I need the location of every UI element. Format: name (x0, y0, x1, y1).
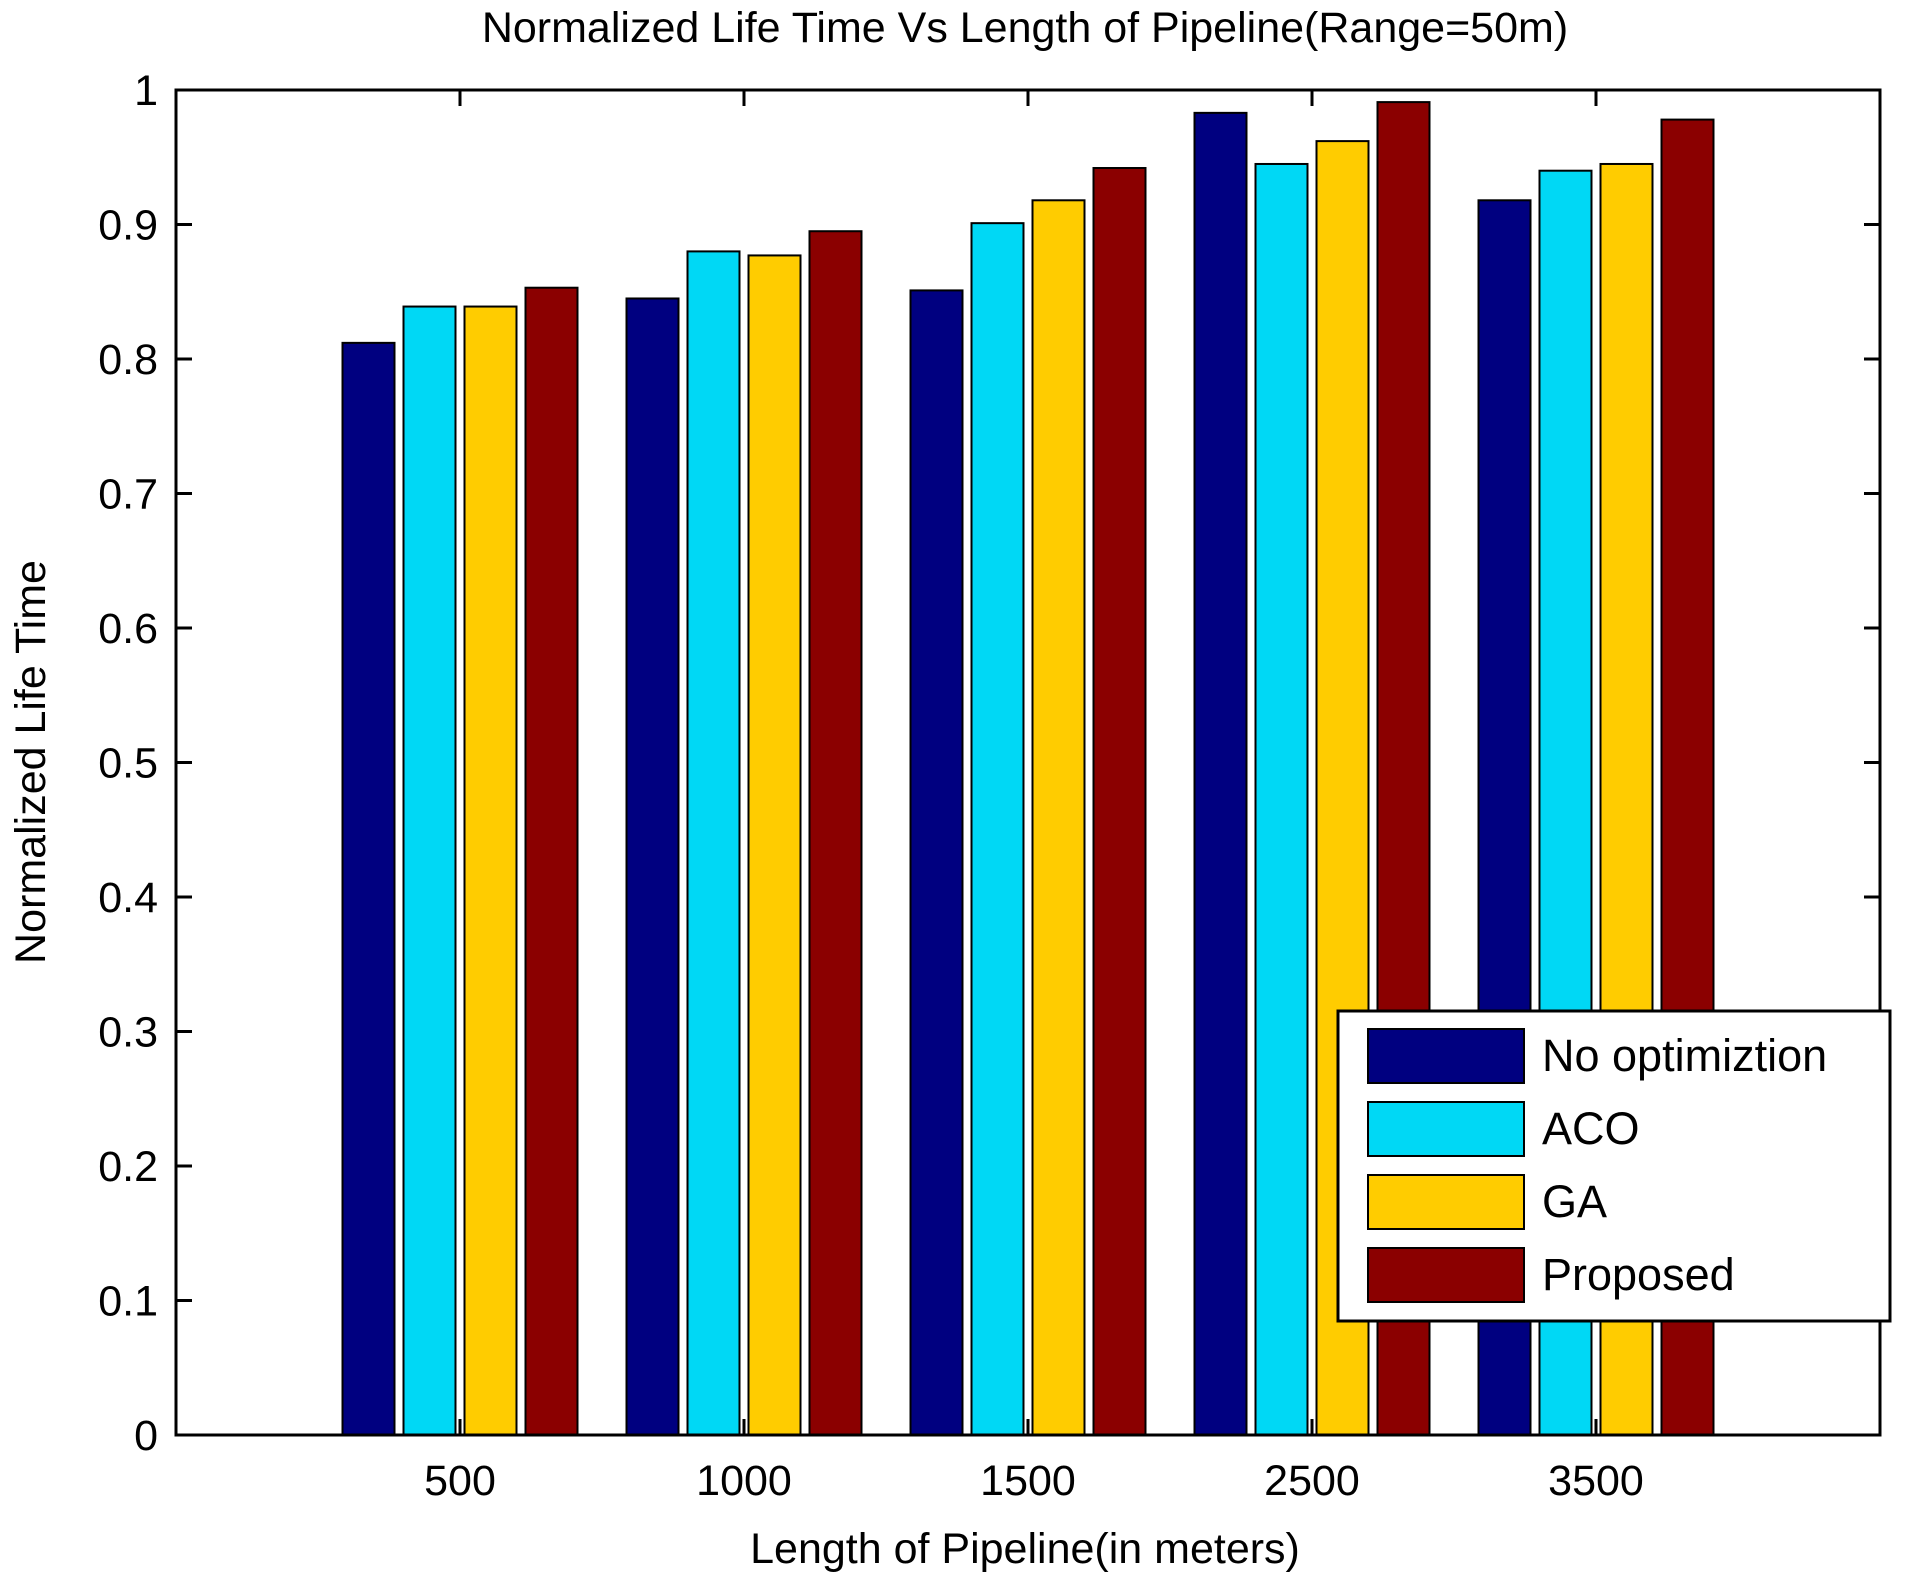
plot-frame (174, 88, 1882, 1437)
y-tick-label: 0.1 (98, 1278, 158, 1326)
y-tick-label: 0.6 (98, 605, 158, 653)
bars-layer (341, 101, 1715, 1437)
legend-label-proposed: Proposed (1542, 1249, 1735, 1300)
legend-swatch-ga (1367, 1174, 1525, 1230)
y-tick-label: 0.5 (98, 740, 158, 788)
bar-proposed-1500 (1092, 167, 1147, 1436)
y-tick-label: 0.8 (98, 336, 158, 384)
bar-aco-500 (402, 305, 457, 1436)
x-tick-label: 1000 (696, 1457, 792, 1505)
bar-aco-1500 (970, 222, 1025, 1436)
bar-ga-1000 (747, 254, 802, 1436)
bar-no-optimiztion-1500 (909, 289, 964, 1436)
y-tick-label: 0.4 (98, 874, 158, 922)
x-axis-label: Length of Pipeline(in meters) (750, 1525, 1300, 1573)
x-tick-label: 1500 (980, 1457, 1076, 1505)
legend-swatch-proposed (1367, 1247, 1525, 1303)
bar-aco-2500 (1254, 162, 1309, 1437)
bar-proposed-500 (524, 286, 579, 1437)
x-tick-label: 500 (424, 1457, 496, 1505)
y-axis-label: Normalized Life Time (7, 560, 55, 964)
x-tick-labels: 500 1000 1500 2500 3500 (424, 1457, 1644, 1505)
bar-proposed-1000 (808, 230, 863, 1437)
y-tick-label: 0.2 (98, 1143, 158, 1191)
chart-title: Normalized Life Time Vs Length of Pipeli… (482, 4, 1568, 52)
y-tick-labels: 0 0.1 0.2 0.3 0.4 0.5 0.6 0.7 0.8 0.9 1 (98, 67, 158, 1460)
y-tick-label: 0.3 (98, 1009, 158, 1057)
bar-ga-1500 (1031, 199, 1086, 1436)
x-tick-label: 3500 (1548, 1457, 1644, 1505)
bar-no-optimiztion-500 (341, 341, 396, 1436)
legend: No optimiztion ACO GA Proposed (1336, 1009, 1892, 1323)
legend-swatch-no-optimiztion (1367, 1028, 1525, 1084)
legend-label-aco: ACO (1542, 1103, 1640, 1154)
y-tick-label: 1 (134, 67, 158, 115)
y-tick-label: 0 (134, 1412, 158, 1460)
legend-items: No optimiztion ACO GA Proposed (1367, 1028, 1827, 1303)
bar-ga-500 (463, 305, 518, 1436)
x-tick-label: 2500 (1264, 1457, 1360, 1505)
y-tick-label: 0.9 (98, 202, 158, 250)
legend-swatch-aco (1367, 1101, 1525, 1157)
bar-no-optimiztion-1000 (625, 297, 680, 1437)
legend-label-ga: GA (1542, 1176, 1607, 1227)
y-tick-label: 0.7 (98, 471, 158, 519)
bar-aco-1000 (686, 250, 741, 1436)
bar-no-optimiztion-2500 (1193, 111, 1248, 1437)
legend-label-no-optimiztion: No optimiztion (1542, 1030, 1827, 1081)
